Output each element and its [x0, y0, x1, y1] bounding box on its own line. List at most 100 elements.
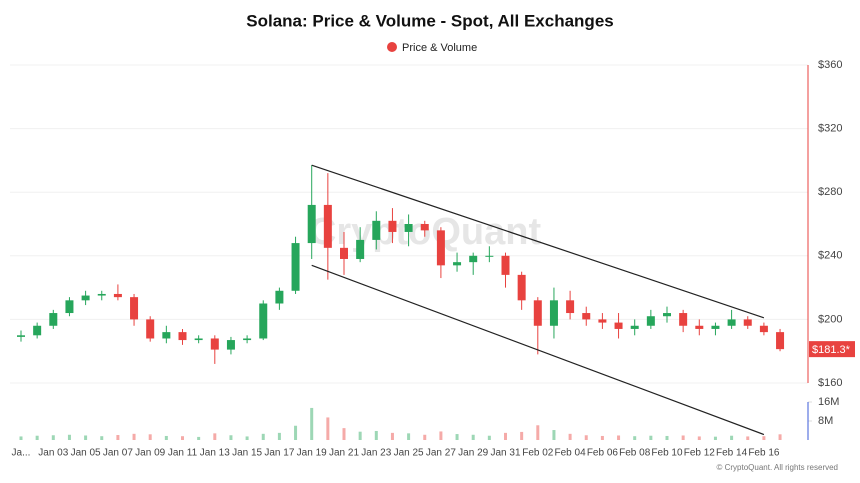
x-tick-label: Jan 21: [329, 448, 359, 459]
volume-bar: [423, 434, 427, 440]
volume-bar: [600, 435, 604, 440]
volume-bar: [261, 433, 265, 440]
volume-bar: [746, 436, 750, 440]
candle-body: [646, 316, 655, 326]
volume-bar: [697, 436, 701, 440]
candle-body: [549, 300, 558, 326]
candle-body: [388, 220, 397, 232]
volume-bar: [148, 434, 152, 440]
candle-body: [372, 220, 381, 240]
candle-body: [146, 319, 155, 339]
candle-body: [695, 325, 704, 329]
candle-body: [259, 303, 268, 339]
x-tick-label: Jan 11: [168, 448, 198, 459]
candle-body: [194, 338, 203, 341]
volume-bar: [568, 433, 572, 440]
x-tick-label: Jan 03: [38, 448, 68, 459]
y-tick-label: $320: [818, 123, 842, 135]
x-tick-label: Jan 15: [232, 448, 262, 459]
candle-body: [33, 325, 42, 336]
volume-bar: [84, 435, 88, 440]
volume-bar: [584, 435, 588, 440]
candle-body: [113, 293, 122, 298]
volume-bar: [407, 433, 411, 440]
volume-bar: [229, 435, 233, 440]
candle-body: [243, 338, 252, 341]
volume-bar: [277, 432, 281, 440]
candle-body: [501, 255, 510, 275]
volume-bar: [213, 433, 217, 440]
x-tick-label: Feb 14: [716, 448, 748, 459]
x-tick-label: Jan 13: [200, 448, 230, 459]
y2-tick-label: 8M: [818, 415, 833, 427]
candle-body: [291, 243, 300, 291]
volume-bar: [164, 435, 168, 440]
x-tick-label: Feb 04: [555, 448, 587, 459]
candle-body: [533, 300, 542, 326]
x-tick-label: Jan 09: [135, 448, 165, 459]
x-tick-label: Feb 10: [651, 448, 683, 459]
candle-body: [356, 239, 365, 259]
footer: © CryptoQuant. All rights reserved: [717, 463, 839, 472]
volume-bar: [762, 436, 766, 440]
x-tick-label: Feb 02: [522, 448, 554, 459]
x-tick-label: Feb 08: [619, 448, 651, 459]
candle-body: [340, 247, 348, 259]
x-tick-label: Jan 27: [426, 448, 456, 459]
volume-bar: [455, 434, 459, 440]
volume-bar: [390, 432, 394, 440]
volume-bar: [342, 428, 346, 440]
chart-title: Solana: Price & Volume - Spot, All Excha…: [246, 11, 613, 30]
volume-bar: [310, 407, 314, 440]
volume-bar: [617, 435, 621, 440]
y-tick-label: $240: [818, 250, 842, 262]
x-tick-label: Jan 29: [458, 448, 488, 459]
x-tick-label: Feb 06: [587, 448, 619, 459]
volume-bar: [439, 431, 443, 440]
y-tick-label: $160: [818, 377, 842, 389]
volume-bar: [100, 436, 104, 440]
candle-body: [663, 313, 671, 317]
volume-bar: [326, 417, 330, 440]
candle-body: [81, 295, 90, 301]
candle-body: [598, 319, 607, 323]
x-tick-label: Jan 23: [361, 448, 391, 459]
trendline: [311, 164, 765, 319]
candle-body: [130, 297, 139, 320]
volume-bar: [730, 435, 734, 440]
candle-body: [420, 224, 429, 231]
candle-body: [711, 325, 720, 329]
candle-body: [453, 262, 462, 266]
y-tick-label: $280: [818, 186, 842, 198]
volume-bar: [520, 431, 524, 440]
candle-body: [210, 338, 219, 350]
volume-bar: [51, 435, 55, 440]
volume-bar: [181, 436, 184, 440]
candle-body: [436, 230, 445, 266]
candle-body: [307, 204, 316, 244]
volume-bar: [487, 435, 491, 440]
x-tick-label: Feb 16: [748, 448, 780, 459]
trendline: [311, 264, 765, 436]
candle-body: [630, 325, 639, 329]
volume-bar: [552, 430, 556, 440]
legend-marker: [387, 42, 397, 52]
candle-body: [469, 255, 478, 263]
candle-body: [485, 255, 494, 257]
volume-bar: [536, 425, 540, 440]
candle-body: [743, 319, 752, 326]
volume-bar: [132, 433, 136, 440]
volume-bar: [294, 425, 298, 440]
x-tick-label: Jan 25: [394, 448, 424, 459]
candle-body: [65, 300, 74, 314]
volume-bar: [633, 436, 637, 440]
candle-body: [679, 313, 688, 326]
candle-body: [49, 313, 58, 326]
candle-body: [614, 322, 623, 329]
volume-bar: [374, 430, 378, 440]
candle-body: [404, 224, 413, 232]
candle-body: [97, 293, 106, 296]
volume-bar: [358, 431, 362, 440]
x-tick-label: Jan 31: [490, 448, 520, 459]
